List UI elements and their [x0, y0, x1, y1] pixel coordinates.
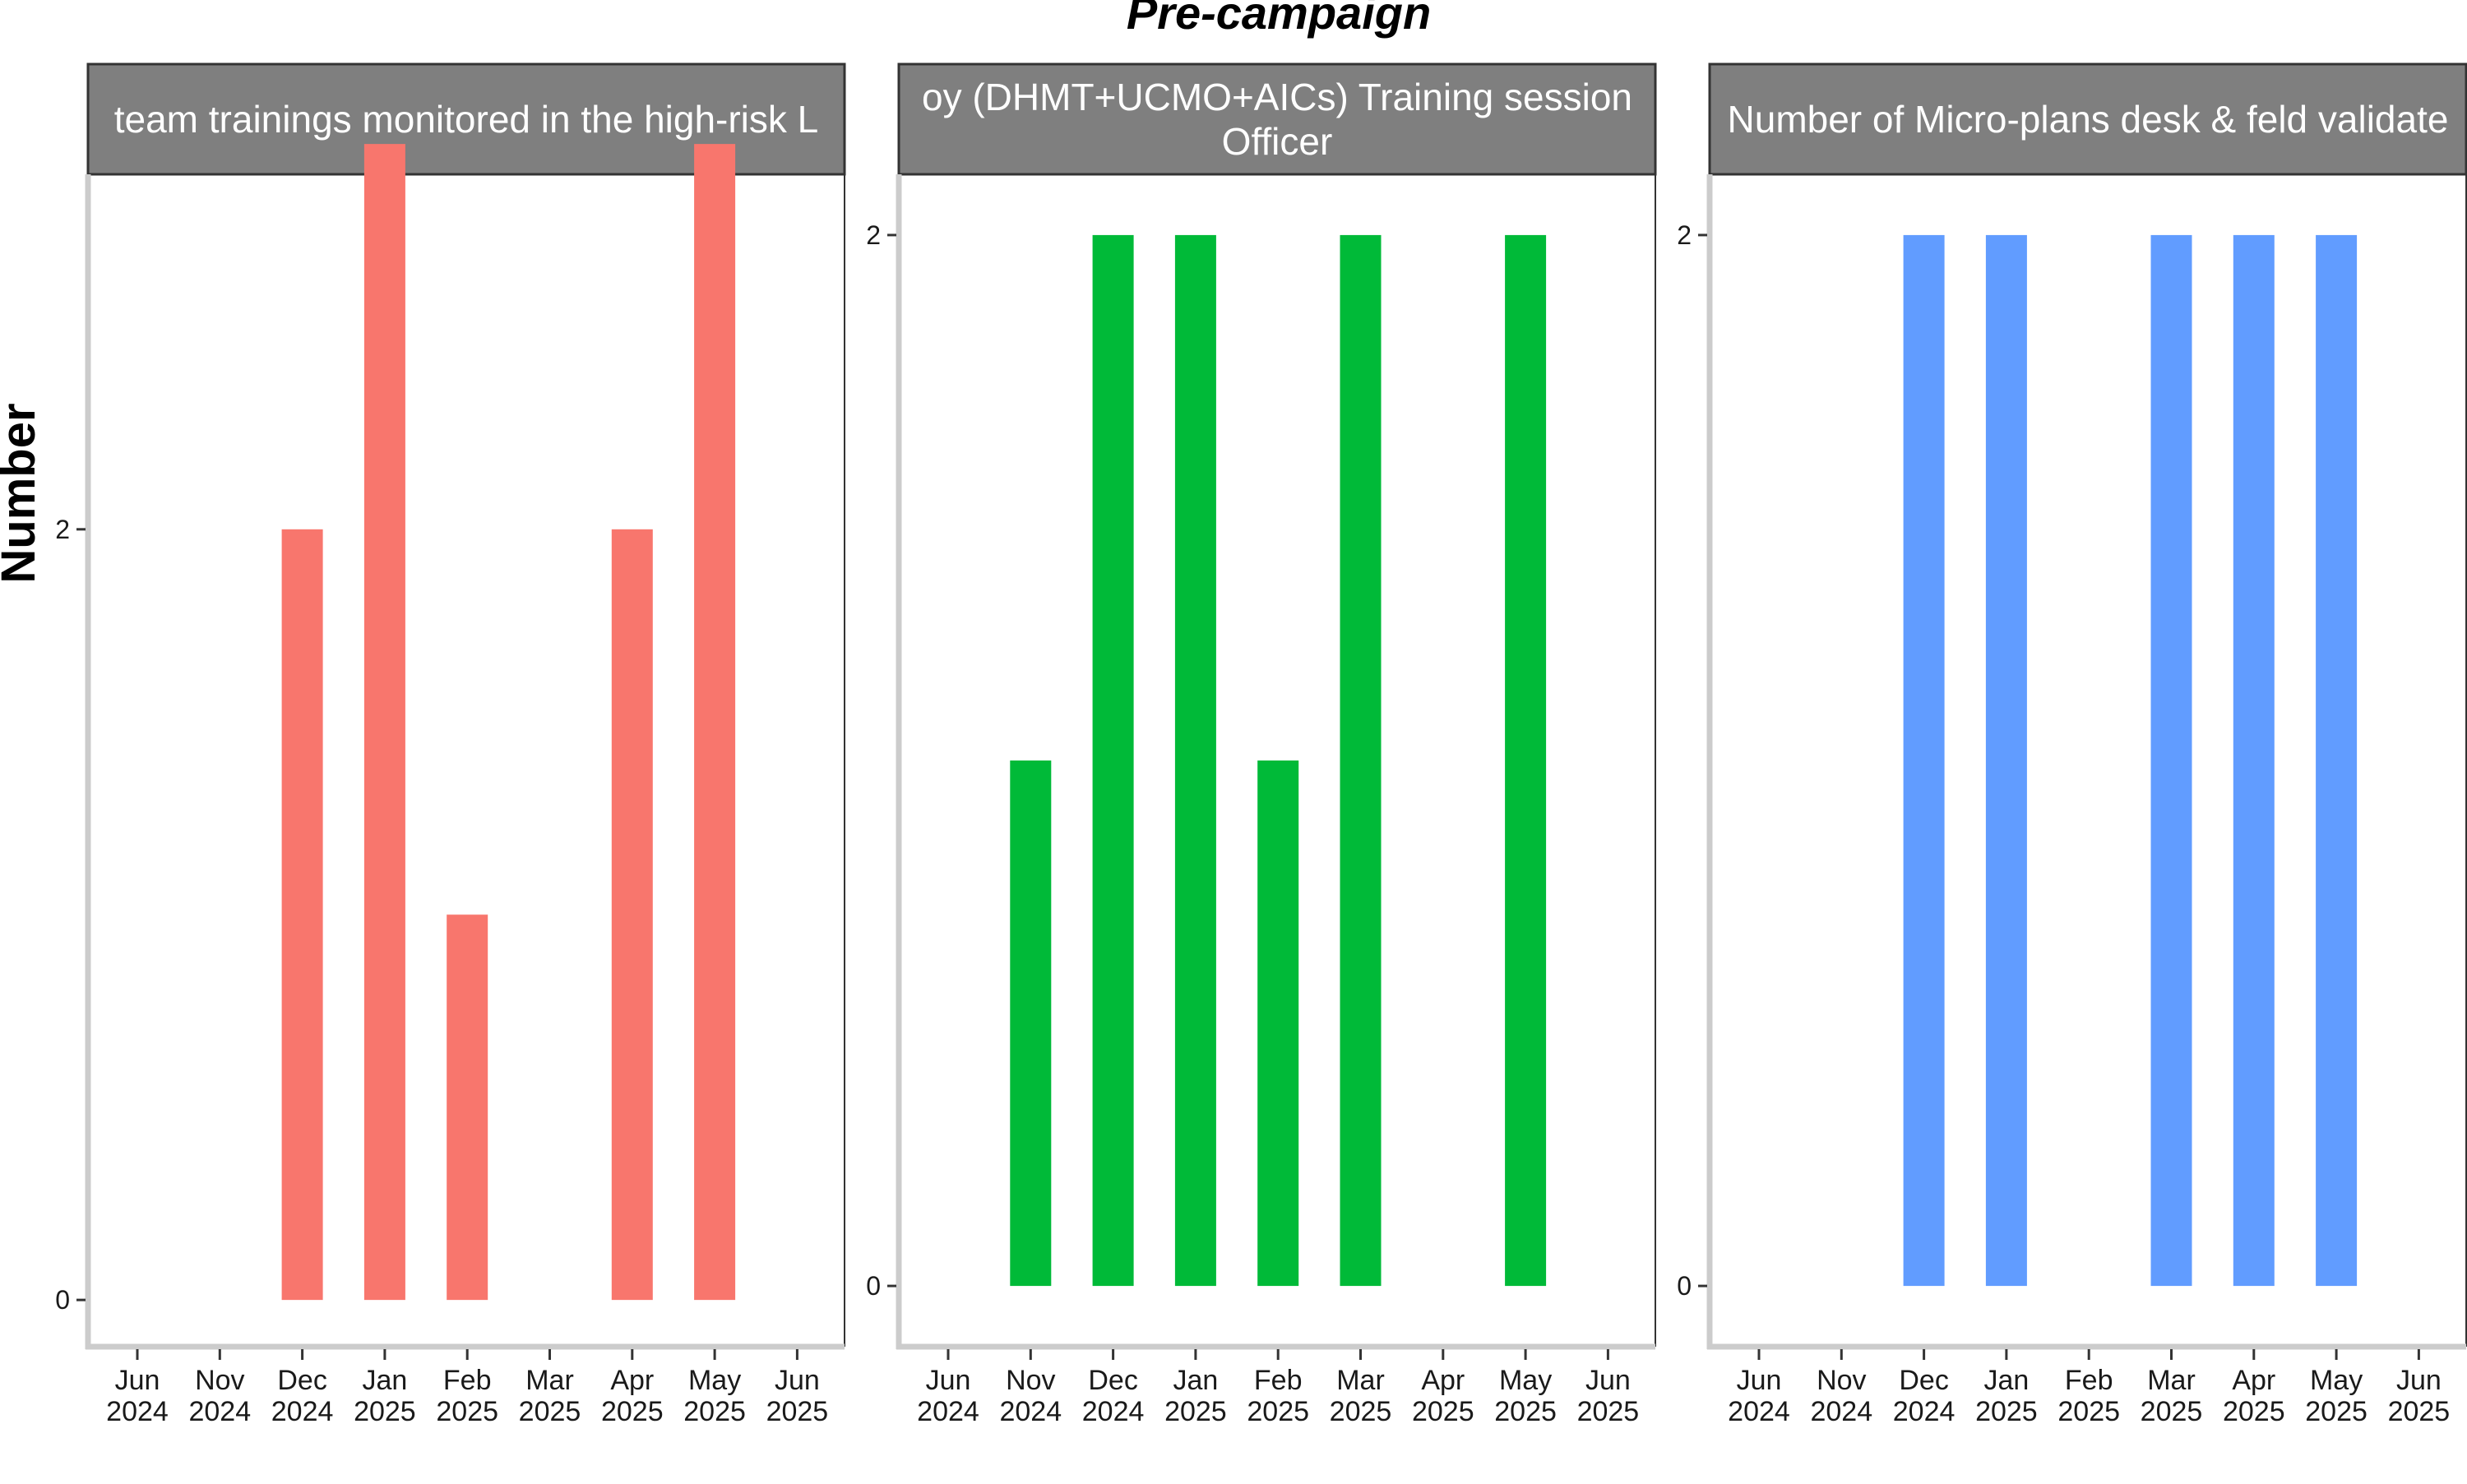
- panel-1-bar: [611, 529, 653, 1301]
- panel-2-y-tick-label: 0: [866, 1271, 881, 1301]
- panel-2-x-tick-month: Jun: [1585, 1365, 1631, 1396]
- panel-1-bar: [363, 144, 405, 1301]
- panel-2-bar: [1174, 234, 1216, 1287]
- panel-2-x-tick-month: Jun: [926, 1365, 971, 1396]
- panel-1-x-tick-year: 2024: [271, 1396, 334, 1427]
- panel-2-bar: [1340, 234, 1382, 1287]
- panel-3-x-tick-year: 2024: [1810, 1396, 1872, 1427]
- y-axis-label: Number: [0, 403, 45, 583]
- panel-1-bar: [694, 144, 736, 1301]
- panel-2-bar: [1505, 234, 1547, 1287]
- panel-2-x-tick-year: 2024: [999, 1396, 1062, 1427]
- panel-2-x-tick-year: 2025: [1577, 1396, 1640, 1427]
- panel-1-x-tick-month: Feb: [443, 1365, 492, 1396]
- panel-2-x-tick-month: Feb: [1254, 1365, 1303, 1396]
- panel-1-bar: [281, 529, 323, 1301]
- panel-2-bar: [1010, 760, 1052, 1287]
- panel-1-x-tick-year: 2025: [601, 1396, 664, 1427]
- panel-2-strip-label: Officer: [1222, 120, 1333, 163]
- panel-2-y-tick-label: 2: [866, 220, 881, 250]
- panel-3-bar: [1903, 234, 1945, 1287]
- panel-1-y-tick-label: 0: [55, 1285, 70, 1315]
- panel-1: team trainings monitored in the high-ris…: [55, 62, 846, 1427]
- panel-2-x-tick-month: Nov: [1006, 1365, 1055, 1396]
- panel-1-x-tick-month: Dec: [277, 1365, 326, 1396]
- panel-1-x-tick-month: Nov: [195, 1365, 244, 1396]
- panel-1-x-tick-month: Jun: [115, 1365, 160, 1396]
- panel-3-bar: [2150, 234, 2192, 1287]
- panel-3-y-tick-label: 2: [1677, 220, 1692, 250]
- panel-1-x-tick-year: 2024: [188, 1396, 251, 1427]
- panel-3-x-tick-year: 2025: [2388, 1396, 2451, 1427]
- panel-1-bar: [447, 914, 488, 1301]
- panel-3-y-tick-label: 0: [1677, 1271, 1692, 1301]
- panel-3-x-tick-year: 2025: [1975, 1396, 2038, 1427]
- panel-1-x-tick-month: Mar: [525, 1365, 574, 1396]
- panel-2-x-tick-month: May: [1499, 1365, 1552, 1396]
- panel-2-x-tick-year: 2025: [1494, 1396, 1557, 1427]
- panel-3-bar: [2233, 234, 2275, 1287]
- panel-1-x-tick-year: 2025: [436, 1396, 498, 1427]
- panel-3-x-tick-month: Apr: [2232, 1365, 2275, 1396]
- panel-1-x-tick-year: 2025: [519, 1396, 581, 1427]
- panel-2-x-tick-month: Mar: [1336, 1365, 1385, 1396]
- panel-2: oy (DHMT+UCMO+AICs) Training sessionOffi…: [866, 62, 1657, 1427]
- panel-2-x-tick-month: Jan: [1173, 1365, 1218, 1396]
- panel-3-x-tick-year: 2025: [2141, 1396, 2203, 1427]
- chart-title: Pre-campaign: [1127, 0, 1431, 39]
- panel-3-x-tick-month: Jan: [1983, 1365, 2029, 1396]
- panel-2-x-tick-month: Dec: [1088, 1365, 1137, 1396]
- panel-2-strip: [897, 62, 1657, 176]
- panel-2-bar: [1257, 760, 1299, 1287]
- panel-2-x-tick-year: 2025: [1412, 1396, 1474, 1427]
- panel-1-x-tick-month: May: [688, 1365, 741, 1396]
- panel-3: Number of Micro-plans desk & feld valida…: [1677, 62, 2467, 1427]
- panel-1-x-tick-month: Jun: [775, 1365, 820, 1396]
- panel-3-x-tick-year: 2025: [2057, 1396, 2120, 1427]
- panel-1-x-tick-month: Apr: [610, 1365, 654, 1396]
- panel-3-x-tick-year: 2024: [1728, 1396, 1790, 1427]
- panel-1-x-tick-year: 2025: [766, 1396, 829, 1427]
- panel-2-x-tick-year: 2024: [1082, 1396, 1145, 1427]
- panel-2-x-tick-year: 2025: [1164, 1396, 1227, 1427]
- panel-2-strip-label: oy (DHMT+UCMO+AICs) Training session: [922, 76, 1632, 118]
- panel-1-strip-label: team trainings monitored in the high-ris…: [114, 98, 819, 141]
- panel-3-x-tick-month: Jun: [2396, 1365, 2442, 1396]
- panel-3-x-tick-year: 2025: [2305, 1396, 2367, 1427]
- panel-1-x-tick-year: 2024: [106, 1396, 169, 1427]
- panels-group: team trainings monitored in the high-ris…: [55, 62, 2467, 1427]
- panel-2-bar: [1092, 234, 1134, 1287]
- panel-3-x-tick-month: Nov: [1817, 1365, 1866, 1396]
- panel-3-x-tick-month: May: [2310, 1365, 2363, 1396]
- panel-2-x-tick-year: 2024: [917, 1396, 979, 1427]
- panel-3-x-tick-month: Jun: [1737, 1365, 1782, 1396]
- panel-3-strip-label: Number of Micro-plans desk & feld valida…: [1728, 98, 2449, 141]
- panel-3-strip: [1708, 62, 2467, 176]
- panel-3-x-tick-year: 2024: [1893, 1396, 1956, 1427]
- panel-3-x-tick-month: Feb: [2065, 1365, 2113, 1396]
- panel-2-x-tick-year: 2025: [1247, 1396, 1309, 1427]
- panel-1-x-tick-month: Jan: [362, 1365, 407, 1396]
- panel-2-x-tick-month: Apr: [1421, 1365, 1465, 1396]
- panel-2-x-tick-year: 2025: [1330, 1396, 1392, 1427]
- panel-3-bar: [1985, 234, 2027, 1287]
- panel-3-x-tick-month: Dec: [1899, 1365, 1948, 1396]
- panel-1-x-tick-year: 2025: [354, 1396, 416, 1427]
- panel-1-x-tick-year: 2025: [683, 1396, 746, 1427]
- panel-3-x-tick-year: 2025: [2223, 1396, 2285, 1427]
- panel-3-bar: [2316, 234, 2358, 1287]
- panel-1-y-tick-label: 2: [55, 515, 70, 544]
- panel-3-x-tick-month: Mar: [2147, 1365, 2196, 1396]
